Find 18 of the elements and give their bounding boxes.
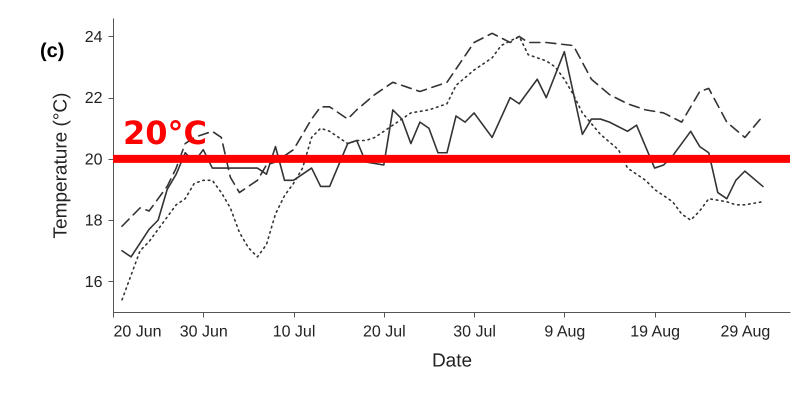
x-axis-title: Date: [432, 350, 472, 372]
x-tick-label: 20 Jun: [114, 324, 162, 340]
line-series: [121, 36, 764, 301]
x-tick-label: 29 Aug: [720, 324, 770, 340]
y-tick-label: 24: [84, 28, 103, 46]
y-tick-label: 22: [84, 90, 103, 108]
x-tick-label: 19 Aug: [630, 324, 680, 340]
text: (c): [40, 40, 64, 63]
ref-line-label: 20°C: [123, 114, 208, 152]
x-tick-label: 20 Jul: [362, 324, 406, 340]
x-tick-label: 9 Aug: [544, 324, 586, 340]
x-tick-label: 30 Jul: [453, 324, 496, 340]
y-tick-label: 16: [84, 274, 103, 291]
y-tick-label: 18: [84, 212, 103, 230]
y-tick-label: 20: [84, 151, 103, 168]
x-tick-label: 10 Jul: [272, 324, 316, 340]
x-tick-label: 30 Jun: [180, 324, 228, 340]
y-axis-title: Temperature (°C): [50, 92, 72, 238]
